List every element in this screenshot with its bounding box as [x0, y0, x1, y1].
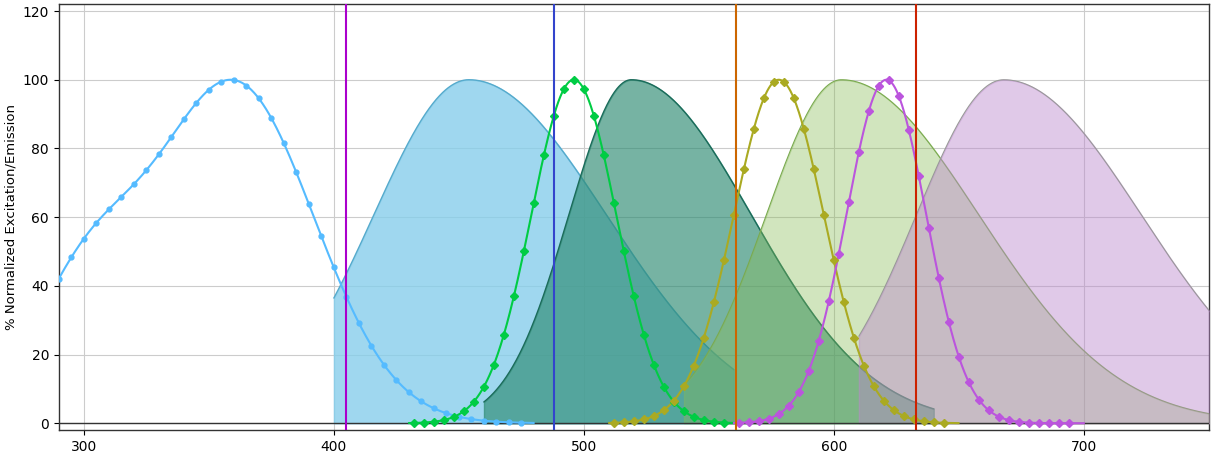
Y-axis label: % Normalized Excitation/Emission: % Normalized Excitation/Emission — [4, 104, 17, 330]
